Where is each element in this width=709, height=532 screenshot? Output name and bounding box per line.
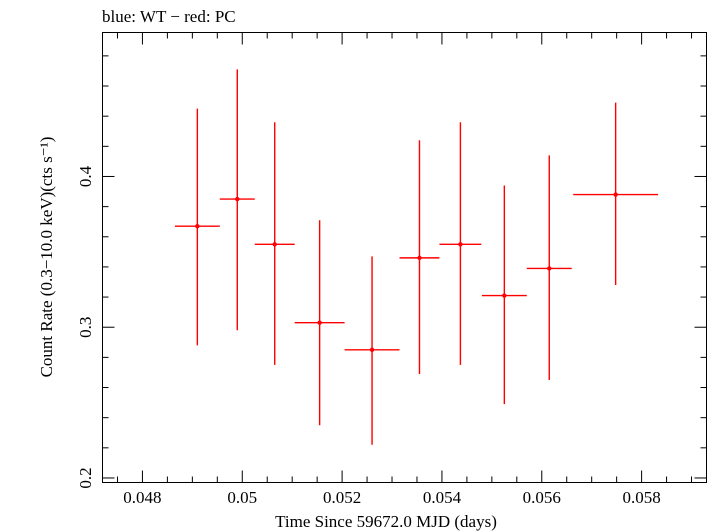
chart-title: blue: WT − red: PC bbox=[102, 7, 236, 26]
data-point bbox=[272, 242, 277, 247]
x-axis: 0.048 0.05 0.052 0.054 0.056 0.058 bbox=[116, 32, 693, 507]
x-tick-label: 0.052 bbox=[323, 488, 361, 507]
y-tick-label: 0.4 bbox=[76, 165, 95, 187]
y-tick-label: 0.2 bbox=[76, 467, 95, 488]
x-tick-label: 0.05 bbox=[227, 488, 257, 507]
data-point bbox=[502, 293, 507, 298]
data-point bbox=[547, 266, 552, 271]
x-tick-label: 0.048 bbox=[123, 488, 161, 507]
x-tick-label: 0.056 bbox=[523, 488, 561, 507]
data-point bbox=[458, 242, 463, 247]
x-tick-label: 0.058 bbox=[622, 488, 660, 507]
y-axis-label: Count Rate (0.3−10.0 keV)(cts s⁻¹) bbox=[37, 137, 56, 378]
data-point bbox=[235, 196, 240, 202]
data-point bbox=[613, 192, 618, 197]
data-point bbox=[369, 347, 375, 353]
x-tick-label: 0.054 bbox=[423, 488, 462, 507]
data-point bbox=[417, 255, 422, 261]
y-tick-label: 0.3 bbox=[76, 317, 95, 338]
data-series bbox=[174, 69, 659, 445]
x-axis-label: Time Since 59672.0 MJD (days) bbox=[275, 512, 497, 531]
plot-frame bbox=[102, 32, 707, 483]
data-point bbox=[195, 224, 200, 229]
y-axis: 0.2 0.3 0.4 bbox=[76, 55, 707, 489]
data-point bbox=[317, 320, 322, 325]
